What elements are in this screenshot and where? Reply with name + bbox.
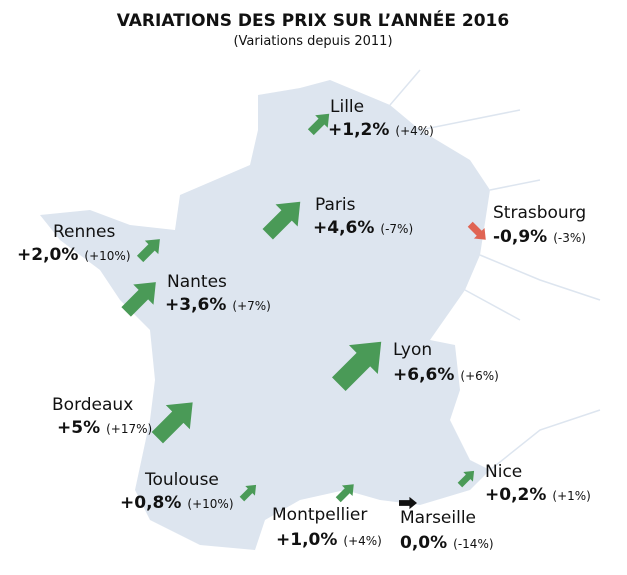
arrow — [467, 221, 486, 240]
city-name: Strasbourg — [493, 203, 586, 223]
since-2011: (+1%) — [552, 489, 590, 503]
since-2011: (+10%) — [187, 497, 233, 511]
since-2011: (-14%) — [453, 537, 493, 551]
since-2011: (+6%) — [460, 369, 498, 383]
city: Strasbourg -0,9% (-3%) — [467, 203, 586, 247]
arrow — [399, 496, 417, 510]
city-variation-line: +1,0% (+4%) — [276, 530, 382, 550]
city-name: Lille — [330, 97, 364, 117]
city-name: Rennes — [53, 222, 116, 242]
arrow — [307, 113, 330, 136]
city-variation-line: +6,6% (+6%) — [393, 365, 499, 385]
since-2011: (+17%) — [106, 422, 152, 436]
city-name: Lyon — [393, 340, 432, 360]
city-name: Nantes — [167, 272, 227, 292]
since-2011: (+7%) — [232, 299, 270, 313]
arrow — [457, 470, 475, 488]
city: Lille +1,2% (+4%) — [307, 97, 434, 140]
variation: +5% — [57, 418, 100, 438]
city-variation-line: +4,6% (-7%) — [313, 218, 413, 238]
france-shape — [40, 80, 490, 550]
city-name: Nice — [485, 462, 522, 482]
since-2011: (+10%) — [84, 249, 130, 263]
since-2011: (+4%) — [343, 534, 381, 548]
city: Paris +4,6% (-7%) — [262, 195, 413, 240]
city-variation-line: -0,9% (-3%) — [493, 227, 586, 247]
city: Nice +0,2% (+1%) — [457, 462, 591, 505]
variation: 0,0% — [400, 533, 447, 553]
border-line — [389, 69, 601, 471]
city-name: Montpellier — [272, 505, 367, 525]
subtitle: (Variations depuis 2011) — [233, 34, 392, 49]
since-2011: (-3%) — [553, 231, 586, 245]
city: Marseille 0,0% (-14%) — [399, 496, 494, 553]
arrow — [239, 484, 257, 502]
city-variation-line: +2,0% (+10%) — [17, 245, 131, 265]
variation: +2,0% — [17, 245, 78, 265]
arrow — [335, 484, 354, 503]
cities: Lille +1,2% (+4%) Paris +4,6% (-7%) Strasbourg… — [17, 97, 591, 553]
variation: -0,9% — [493, 227, 547, 247]
variation: +0,2% — [485, 485, 546, 505]
city-variation-line: +5% (+17%) — [57, 418, 152, 438]
arrow — [136, 239, 160, 263]
variation: +1,0% — [276, 530, 337, 550]
city-variation-line: 0,0% (-14%) — [400, 533, 494, 553]
variation: +0,8% — [120, 493, 181, 513]
variation: +4,6% — [313, 218, 374, 238]
city-name: Bordeaux — [52, 395, 133, 415]
arrow — [121, 282, 156, 317]
arrow — [331, 341, 382, 392]
city: Rennes +2,0% (+10%) — [17, 222, 160, 265]
arrow — [262, 201, 301, 240]
city: Bordeaux +5% (+17%) — [52, 395, 193, 444]
variation: +1,2% — [328, 120, 389, 140]
since-2011: (+4%) — [395, 124, 433, 138]
since-2011: (-7%) — [380, 222, 413, 236]
city-name: Paris — [315, 195, 356, 215]
variation: +6,6% — [393, 365, 454, 385]
city-name: Marseille — [400, 508, 476, 528]
city-variation-line: +0,2% (+1%) — [485, 485, 591, 505]
city-variation-line: +1,2% (+4%) — [328, 120, 434, 140]
city-variation-line: +0,8% (+10%) — [120, 493, 234, 513]
city: Nantes +3,6% (+7%) — [121, 272, 271, 317]
city-variation-line: +3,6% (+7%) — [165, 295, 271, 315]
city: Lyon +6,6% (+6%) — [331, 340, 499, 392]
title: VARIATIONS DES PRIX SUR L’ANNÉE 2016 — [117, 9, 509, 31]
arrow — [151, 402, 193, 444]
variation: +3,6% — [165, 295, 226, 315]
city-name: Toulouse — [144, 470, 219, 490]
city: Montpellier +1,0% (+4%) — [272, 484, 382, 550]
city: Toulouse +0,8% (+10%) — [120, 470, 257, 513]
